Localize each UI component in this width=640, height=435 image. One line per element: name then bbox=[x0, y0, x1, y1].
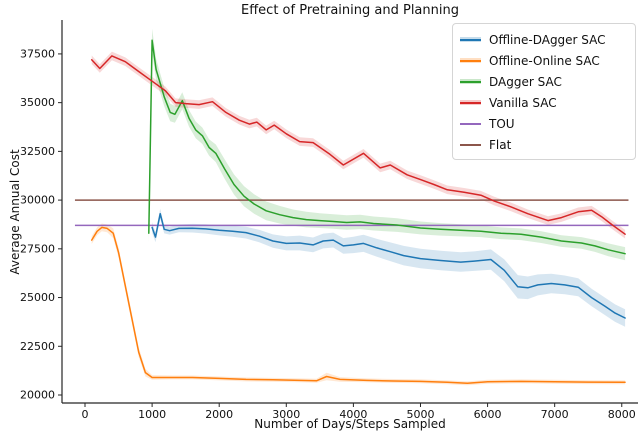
legend: Offline-DAgger SAC Offline-Online SAC DAgg… bbox=[452, 23, 636, 160]
legend-item-offline-online-sac: Offline-Online SAC bbox=[460, 50, 631, 71]
series-band-offline-dagger-sac bbox=[152, 208, 626, 327]
legend-label: Vanilla SAC bbox=[489, 95, 557, 110]
x-tick-label-5000: 5000 bbox=[406, 408, 434, 421]
legend-swatch-line bbox=[460, 122, 481, 125]
x-axis-label: Number of Days/Steps Sampled bbox=[254, 417, 446, 431]
legend-label: Flat bbox=[489, 137, 512, 152]
y-tick-label-20000: 20000 bbox=[20, 389, 55, 402]
legend-item-tou: TOU bbox=[460, 113, 631, 134]
legend-swatch-offline-online-sac bbox=[460, 57, 481, 64]
y-tick-label-22500: 22500 bbox=[20, 340, 55, 353]
series-line-dagger-sac bbox=[148, 39, 626, 255]
legend-swatch-dagger-sac bbox=[460, 78, 481, 85]
legend-swatch-line bbox=[460, 80, 481, 83]
y-tick-label-25000: 25000 bbox=[20, 291, 55, 304]
legend-label: Offline-Online SAC bbox=[489, 53, 600, 68]
series-band-dagger-sac bbox=[148, 28, 626, 261]
y-tick-label-30000: 30000 bbox=[20, 194, 55, 207]
y-tick-label-32500: 32500 bbox=[20, 145, 55, 158]
x-tick-label-2000: 2000 bbox=[205, 408, 233, 421]
legend-item-vanilla-sac: Vanilla SAC bbox=[460, 92, 631, 113]
x-tick-label-6000: 6000 bbox=[474, 408, 502, 421]
legend-swatch-flat bbox=[460, 141, 481, 148]
legend-swatch-line bbox=[460, 101, 481, 104]
y-axis-label: Average Annual Cost bbox=[8, 149, 22, 275]
x-tick-label-3000: 3000 bbox=[272, 408, 300, 421]
legend-swatch-tou bbox=[460, 120, 481, 127]
x-tick-label-8000: 8000 bbox=[608, 408, 636, 421]
legend-item-flat: Flat bbox=[460, 134, 631, 155]
legend-label: DAgger SAC bbox=[489, 74, 562, 89]
legend-label: Offline-DAgger SAC bbox=[489, 32, 606, 47]
legend-item-offline-dagger-sac: Offline-DAgger SAC bbox=[460, 29, 631, 50]
legend-swatch-line bbox=[460, 143, 481, 146]
legend-swatch-offline-dagger-sac bbox=[460, 36, 481, 43]
y-tick-label-35000: 35000 bbox=[20, 96, 55, 109]
y-tick-label-27500: 27500 bbox=[20, 242, 55, 255]
legend-swatch-line bbox=[460, 59, 481, 62]
legend-swatch-line bbox=[460, 38, 481, 41]
x-tick-label-1000: 1000 bbox=[138, 408, 166, 421]
x-tick-label-0: 0 bbox=[82, 408, 89, 421]
series-line-vanilla-sac bbox=[90, 55, 626, 235]
series-line-offline-online-sac bbox=[90, 226, 626, 385]
x-tick-label-4000: 4000 bbox=[339, 408, 367, 421]
legend-item-dagger-sac: DAgger SAC bbox=[460, 71, 631, 92]
series-line-offline-dagger-sac bbox=[151, 212, 626, 319]
y-tick-label-37500: 37500 bbox=[20, 47, 55, 60]
legend-swatch-vanilla-sac bbox=[460, 99, 481, 106]
legend-label: TOU bbox=[489, 116, 515, 131]
chart-title: Effect of Pretraining and Planning bbox=[241, 3, 459, 18]
x-tick-label-7000: 7000 bbox=[541, 408, 569, 421]
